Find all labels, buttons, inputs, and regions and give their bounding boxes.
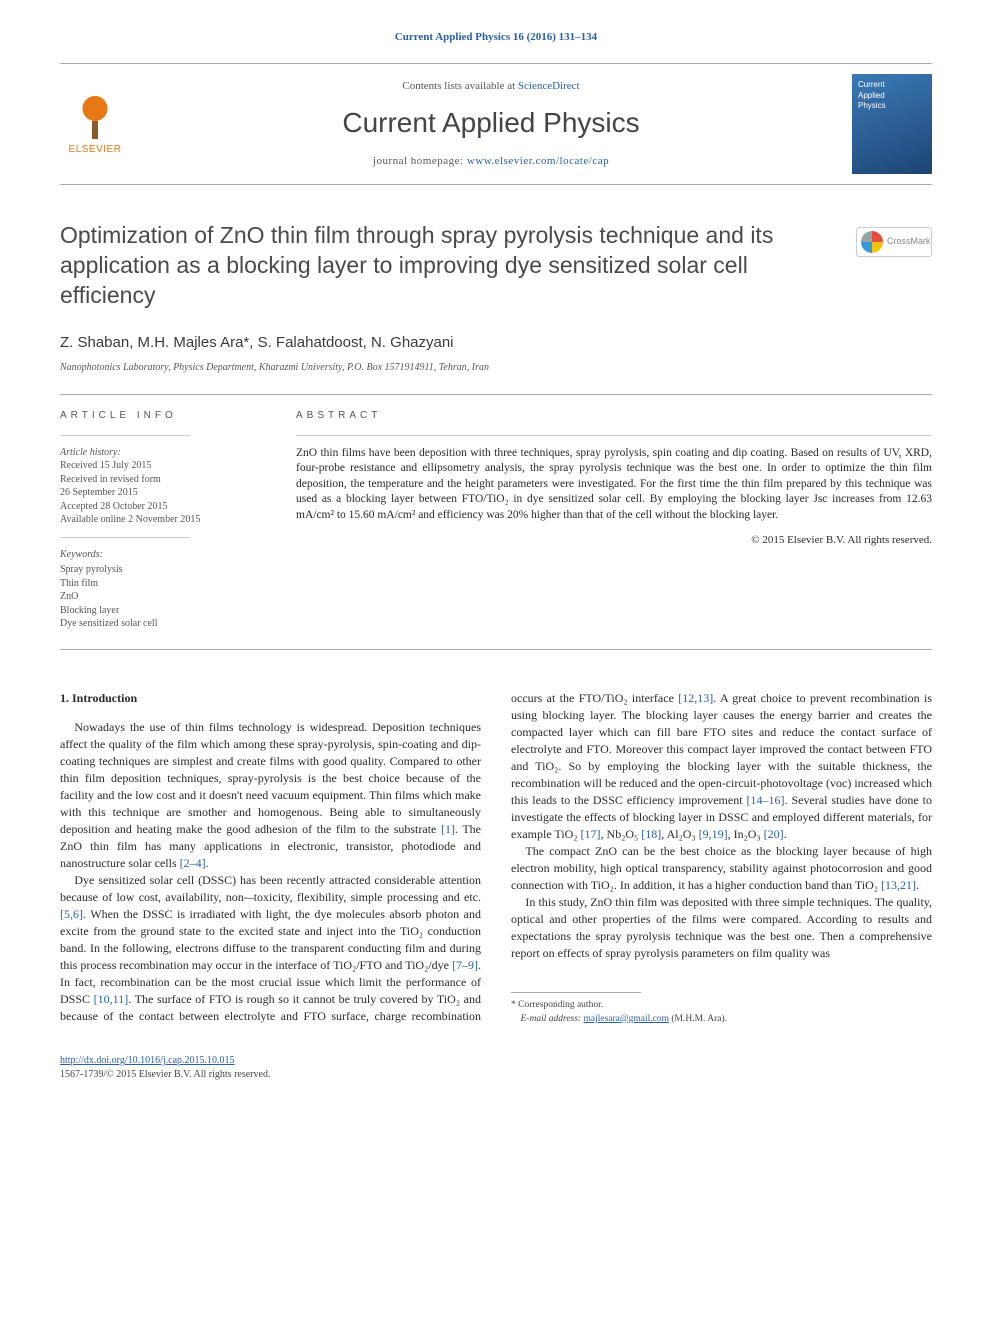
citation-ref[interactable]: [1] xyxy=(441,822,455,836)
abstract-divider xyxy=(296,435,932,436)
citation-ref[interactable]: [18] xyxy=(641,827,661,841)
page-footer: http://dx.doi.org/10.1016/j.cap.2015.10.… xyxy=(60,1054,932,1081)
journal-cover-thumbnail: Current Applied Physics xyxy=(852,74,932,174)
corr-email-link[interactable]: majlesara@gmail.com xyxy=(583,1014,669,1024)
citation-ref[interactable]: [14–16] xyxy=(747,793,785,807)
body-text: In this study, ZnO thin film was deposit… xyxy=(511,895,932,960)
abstract-block: abstract ZnO thin films have been deposi… xyxy=(296,409,932,631)
body-paragraph: The compact ZnO can be the best choice a… xyxy=(511,843,932,894)
body-text: The compact ZnO can be the best choice a… xyxy=(511,844,932,892)
body-columns: 1. Introduction Nowadays the use of thin… xyxy=(60,690,932,1026)
keyword: Thin film xyxy=(60,578,98,589)
keyword: ZnO xyxy=(60,591,78,602)
body-text: . xyxy=(206,856,209,870)
abstract-copyright: © 2015 Elsevier B.V. All rights reserved… xyxy=(296,533,932,548)
contents-prefix: Contents lists available at xyxy=(402,80,517,92)
citation-ref[interactable]: [7–9] xyxy=(452,958,478,972)
homepage-prefix: journal homepage: xyxy=(373,155,467,167)
body-text: Dye sensitized solar cell (DSSC) has bee… xyxy=(60,873,481,904)
keywords-label: Keywords: xyxy=(60,548,268,562)
journal-citation: Current Applied Physics 16 (2016) 131–13… xyxy=(60,30,932,45)
article-info-row: article info Article history: Received 1… xyxy=(60,394,932,650)
history-line: Accepted 28 October 2015 xyxy=(60,501,167,512)
citation-ref[interactable]: [10,11] xyxy=(94,992,129,1006)
citation-ref[interactable]: [17] xyxy=(581,827,601,841)
history-line: Received in revised form xyxy=(60,474,161,485)
sciencedirect-link[interactable]: ScienceDirect xyxy=(518,80,580,92)
journal-name: Current Applied Physics xyxy=(130,104,852,142)
crossmark-icon xyxy=(861,231,883,253)
abstract-heading: abstract xyxy=(296,409,932,423)
history-label: Article history: xyxy=(60,447,121,458)
article-title-text: Optimization of ZnO thin film through sp… xyxy=(60,222,773,308)
article-title: Optimization of ZnO thin film through sp… xyxy=(60,221,932,311)
history-line: Available online 2 November 2015 xyxy=(60,514,200,525)
corresponding-author-note: * Corresponding author. E-mail address: … xyxy=(511,999,932,1026)
homepage-line: journal homepage: www.elsevier.com/locat… xyxy=(130,154,852,169)
citation-ref[interactable]: [20] xyxy=(764,827,784,841)
citation-ref[interactable]: [12,13] xyxy=(678,691,713,705)
citation-ref[interactable]: [9,19] xyxy=(699,827,728,841)
info-divider xyxy=(60,537,190,538)
citation-ref[interactable]: [13,21] xyxy=(881,878,916,892)
cover-text-1: Current xyxy=(858,80,926,91)
crossmark-label: CrossMark xyxy=(887,236,931,248)
body-text: , Al₂O₃ xyxy=(661,827,698,841)
article-info-heading: article info xyxy=(60,409,268,423)
cover-text-2: Applied xyxy=(858,91,926,102)
history-line: 26 September 2015 xyxy=(60,487,138,498)
doi-link[interactable]: http://dx.doi.org/10.1016/j.cap.2015.10.… xyxy=(60,1055,235,1066)
issn-copyright: 1567-1739/© 2015 Elsevier B.V. All right… xyxy=(60,1069,270,1080)
body-text: , Nb₂O₅ xyxy=(601,827,642,841)
body-paragraph: In this study, ZnO thin film was deposit… xyxy=(511,894,932,962)
body-text: . A great choice to prevent recombinatio… xyxy=(511,691,932,807)
publisher-logo-block: ELSEVIER xyxy=(60,91,130,157)
keyword: Spray pyrolysis xyxy=(60,564,123,575)
authors: Z. Shaban, M.H. Majles Ara*, S. Falahatd… xyxy=(60,333,932,353)
journal-header: ELSEVIER Contents lists available at Sci… xyxy=(60,63,932,185)
crossmark-badge[interactable]: CrossMark xyxy=(856,227,932,257)
email-label: E-mail address: xyxy=(521,1014,584,1024)
elsevier-tree-icon xyxy=(70,91,120,141)
body-paragraph: Nowadays the use of thin films technolog… xyxy=(60,719,481,872)
history-line: Received 15 July 2015 xyxy=(60,460,151,471)
contents-line: Contents lists available at ScienceDirec… xyxy=(130,79,852,94)
keyword: Dye sensitized solar cell xyxy=(60,618,157,629)
body-text: . xyxy=(916,878,919,892)
cover-text-3: Physics xyxy=(858,101,926,112)
body-text: Nowadays the use of thin films technolog… xyxy=(60,720,481,836)
info-divider xyxy=(60,435,190,436)
article-info-left: article info Article history: Received 1… xyxy=(60,409,268,631)
body-text: . When the DSSC is irradiated with light… xyxy=(60,907,481,972)
email-owner: (M.H.M. Ara). xyxy=(669,1014,727,1024)
section-heading-intro: 1. Introduction xyxy=(60,690,481,707)
citation-ref[interactable]: [5,6] xyxy=(60,907,83,921)
body-text: , In₂O₃ xyxy=(728,827,764,841)
elsevier-label: ELSEVIER xyxy=(69,143,122,157)
corr-author-marker: * Corresponding author. xyxy=(511,1000,603,1010)
footnote-separator xyxy=(511,992,641,993)
homepage-link[interactable]: www.elsevier.com/locate/cap xyxy=(467,155,609,167)
affiliation: Nanophotonics Laboratory, Physics Depart… xyxy=(60,361,932,375)
body-text: . xyxy=(784,827,787,841)
header-center: Contents lists available at ScienceDirec… xyxy=(130,79,852,168)
citation-ref[interactable]: [2–4] xyxy=(180,856,206,870)
abstract-text: ZnO thin films have been deposition with… xyxy=(296,446,932,524)
keyword: Blocking layer xyxy=(60,605,119,616)
